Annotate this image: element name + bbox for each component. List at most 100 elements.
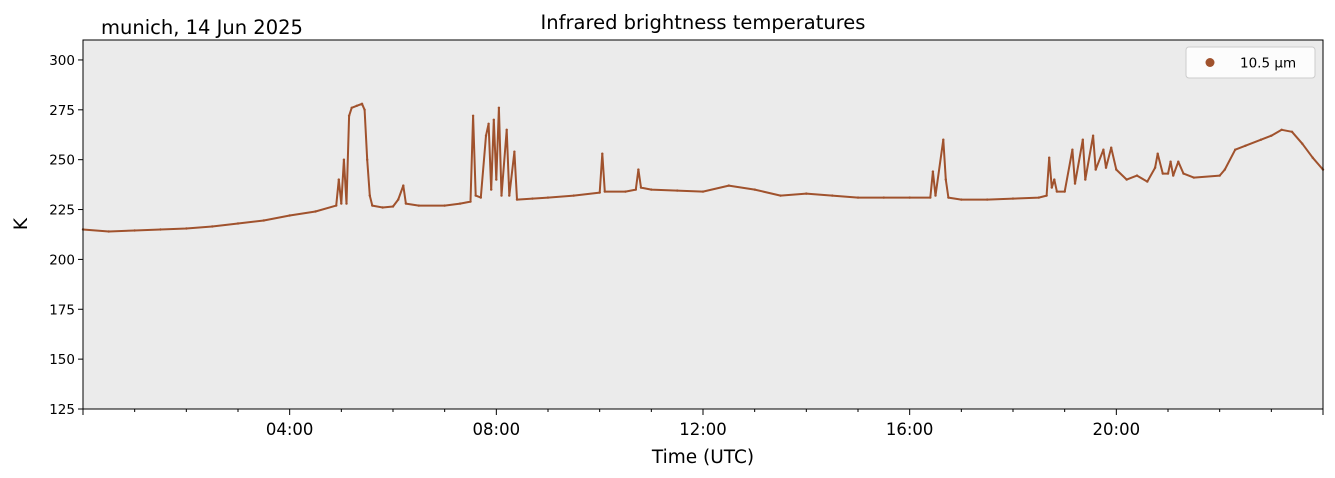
- data-point: [490, 188, 493, 191]
- data-point: [1172, 174, 1175, 177]
- x-tick-label: 08:00: [473, 420, 521, 439]
- legend-marker: [1205, 58, 1215, 67]
- data-point: [371, 204, 374, 207]
- x-tick-label: 20:00: [1093, 420, 1141, 439]
- data-point: [1290, 130, 1294, 133]
- chart-title: Infrared brightness temperatures: [541, 11, 866, 34]
- data-point: [908, 196, 911, 199]
- data-point: [505, 128, 508, 131]
- data-point: [1071, 148, 1074, 151]
- data-point: [531, 197, 534, 200]
- y-tick-label: 150: [49, 352, 75, 368]
- data-point: [508, 194, 511, 197]
- x-axis: 04:00 08:00 12:00 16:00 20:00: [82, 409, 1324, 439]
- plot-area: [83, 40, 1323, 409]
- data-point: [1053, 178, 1056, 181]
- data-point: [262, 219, 265, 222]
- data-point: [1270, 134, 1273, 137]
- data-point: [942, 138, 945, 141]
- data-point: [471, 114, 475, 118]
- data-point: [1146, 180, 1149, 183]
- legend-label: 10.5 µm: [1240, 56, 1296, 72]
- data-point: [335, 204, 338, 207]
- data-point: [417, 204, 420, 207]
- data-point: [753, 188, 756, 191]
- data-point: [1063, 190, 1066, 193]
- data-point: [1125, 178, 1128, 181]
- data-point: [1135, 174, 1139, 177]
- data-point: [1153, 166, 1157, 169]
- y-tick-label: 225: [49, 203, 75, 219]
- data-point: [882, 196, 885, 199]
- y-axis: 125 150 175 200 225 250 275 300: [49, 53, 83, 418]
- data-point: [1166, 172, 1170, 175]
- data-point: [368, 194, 371, 197]
- data-point: [603, 190, 606, 193]
- data-point: [350, 106, 353, 110]
- data-point: [159, 228, 162, 231]
- data-point: [947, 196, 950, 199]
- data-point: [856, 196, 860, 199]
- data-point: [831, 194, 834, 197]
- data-point: [340, 202, 343, 205]
- data-point: [360, 102, 364, 106]
- data-point: [133, 229, 136, 232]
- data-point: [546, 196, 550, 199]
- data-point: [469, 200, 472, 203]
- data-point: [515, 198, 519, 201]
- data-point: [1161, 172, 1165, 175]
- data-point: [484, 134, 488, 137]
- data-point: [601, 152, 604, 155]
- data-point: [1055, 190, 1059, 193]
- data-point: [497, 106, 501, 110]
- data-point: [355, 104, 358, 108]
- y-tick-label: 200: [49, 252, 75, 268]
- data-point: [1048, 156, 1051, 159]
- data-point: [185, 227, 188, 230]
- data-point: [1094, 168, 1097, 171]
- y-tick-label: 250: [49, 153, 75, 169]
- data-point: [397, 198, 400, 201]
- y-tick-label: 275: [49, 103, 75, 119]
- y-tick-label: 175: [49, 302, 75, 318]
- data-point: [1091, 134, 1095, 137]
- data-point: [624, 190, 627, 193]
- data-point: [1037, 196, 1041, 199]
- data-point: [1110, 146, 1113, 149]
- data-point: [634, 188, 637, 191]
- data-point: [1050, 186, 1054, 189]
- data-point: [1102, 148, 1105, 151]
- data-point: [934, 194, 937, 197]
- data-point: [314, 210, 317, 213]
- data-point: [637, 168, 640, 171]
- data-point: [805, 192, 808, 195]
- data-point: [676, 189, 679, 192]
- data-point: [779, 194, 782, 197]
- legend-box: [1185, 46, 1316, 79]
- data-point: [402, 184, 405, 187]
- legend: 10.5 µm: [1185, 46, 1316, 79]
- data-point: [479, 196, 482, 199]
- data-point: [1301, 142, 1304, 145]
- data-point: [1104, 166, 1108, 169]
- data-point: [944, 178, 947, 181]
- data-point: [487, 122, 490, 126]
- series-layer: [81, 102, 1325, 233]
- data-point: [500, 194, 503, 197]
- data-point: [929, 196, 932, 199]
- data-point: [1311, 156, 1314, 159]
- data-point: [986, 198, 989, 201]
- data-point: [404, 202, 408, 205]
- data-point: [513, 150, 516, 153]
- x-tick-label: 12:00: [679, 420, 727, 439]
- data-point: [495, 178, 498, 181]
- series-line-0: [82, 102, 1324, 233]
- chart-subtitle: munich, 14 Jun 2025: [101, 16, 303, 39]
- data-point: [1045, 194, 1048, 197]
- data-point: [1084, 178, 1087, 181]
- data-point: [1192, 176, 1196, 179]
- data-point: [492, 118, 495, 122]
- data-point: [288, 214, 291, 217]
- data-point: [1073, 182, 1077, 185]
